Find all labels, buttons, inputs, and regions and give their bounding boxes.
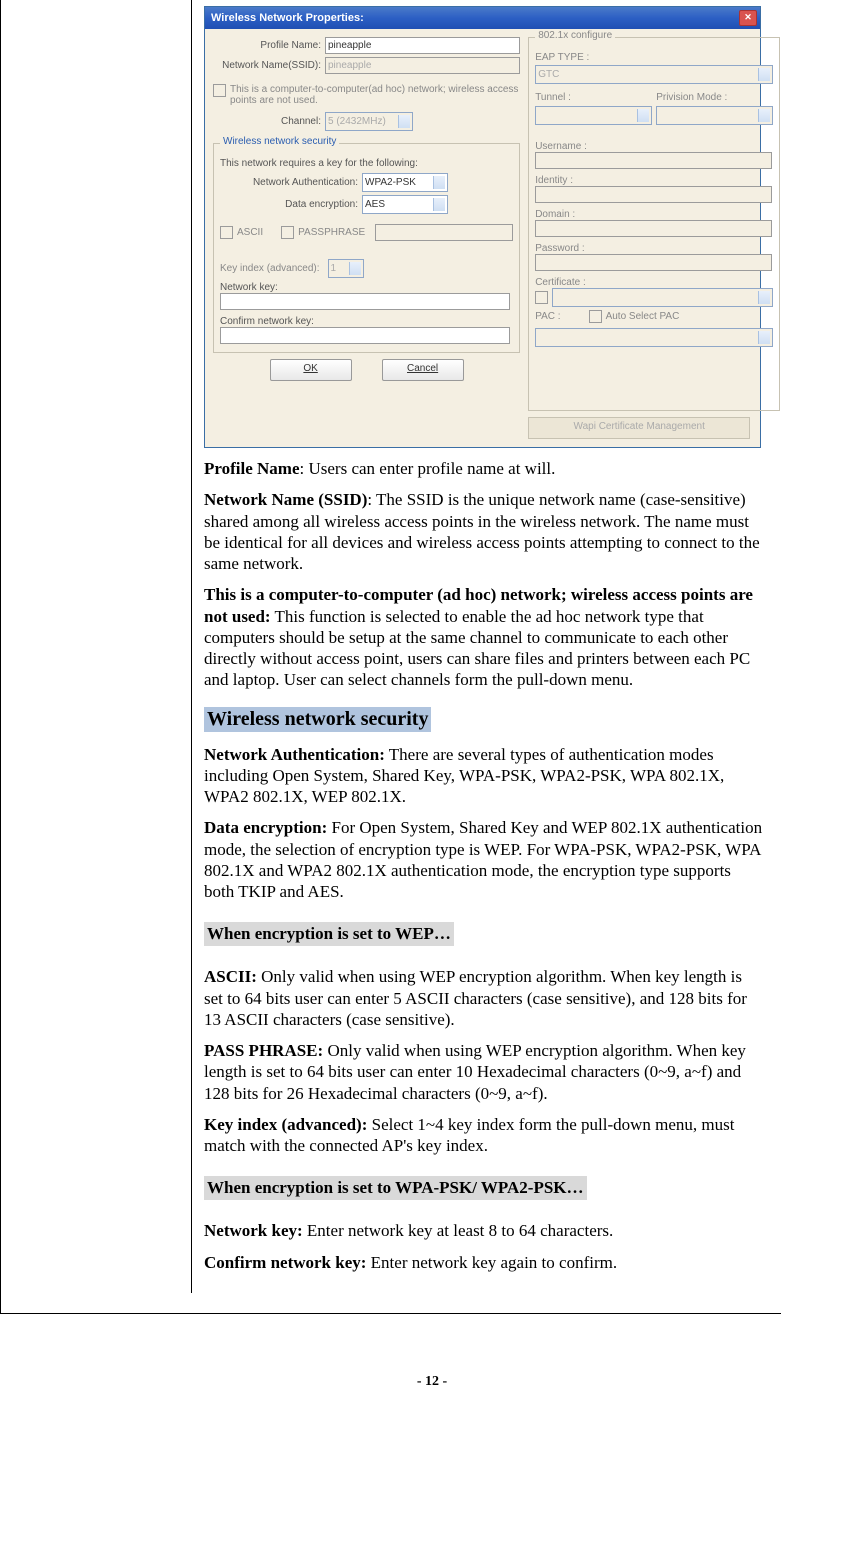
security-group: Wireless network security This network r…: [213, 143, 520, 353]
bar-wpa: When encryption is set to WPA-PSK/ WPA2-…: [204, 1176, 587, 1200]
para-enc: Data encryption: For Open System, Shared…: [204, 817, 765, 902]
autopac-label: Auto Select PAC: [606, 311, 680, 322]
t6: Only valid when using WEP encryption alg…: [204, 967, 747, 1029]
ssid-label: Network Name(SSID):: [213, 60, 321, 71]
security-group-title: Wireless network security: [220, 136, 339, 147]
keyindex-select[interactable]: 1: [328, 259, 364, 278]
cert-label: Certificate :: [535, 277, 773, 288]
t1: : Users can enter profile name at will.: [300, 459, 556, 478]
tunnel-select[interactable]: [535, 106, 652, 125]
pac-select[interactable]: [535, 328, 773, 347]
b5: Data encryption:: [204, 818, 327, 837]
confirm-input[interactable]: [220, 327, 510, 344]
b1: Profile Name: [204, 459, 300, 478]
para-ssid: Network Name (SSID): The SSID is the uni…: [204, 489, 765, 574]
b10: Confirm network key:: [204, 1253, 366, 1272]
netkey-label: Network key:: [220, 282, 513, 293]
para-confirm: Confirm network key: Enter network key a…: [204, 1252, 765, 1273]
ssid-input[interactable]: [325, 57, 520, 74]
pac-label: PAC :: [535, 311, 560, 322]
left-margin: [1, 0, 192, 1293]
domain-label: Domain :: [535, 209, 773, 220]
t10: Enter network key again to confirm.: [366, 1253, 617, 1272]
security-hint: This network requires a key for the foll…: [220, 158, 513, 169]
auth-label: Network Authentication:: [220, 177, 358, 188]
eap-select[interactable]: GTC: [535, 65, 773, 84]
auth-select[interactable]: WPA2-PSK: [362, 173, 448, 192]
para-netkey: Network key: Enter network key at least …: [204, 1220, 765, 1241]
adhoc-text: This is a computer-to-computer(ad hoc) n…: [230, 84, 520, 106]
b2: Network Name (SSID): [204, 490, 367, 509]
channel-select[interactable]: 5 (2432MHz): [325, 112, 413, 131]
para-ascii: ASCII: Only valid when using WEP encrypt…: [204, 966, 765, 1030]
provision-select[interactable]: [656, 106, 773, 125]
para-profile-name: Profile Name: Users can enter profile na…: [204, 458, 765, 479]
bar-wep: When encryption is set to WEP…: [204, 922, 454, 946]
para-auth: Network Authentication: There are severa…: [204, 744, 765, 808]
password-label: Password :: [535, 243, 773, 254]
page-number: - 12 -: [0, 1374, 864, 1390]
password-input[interactable]: [535, 254, 772, 271]
tunnel-label: Tunnel :: [535, 92, 652, 103]
wapi-button[interactable]: Wapi Certificate Management: [528, 417, 750, 439]
ascii-checkbox[interactable]: [220, 226, 233, 239]
profile-name-label: Profile Name:: [213, 40, 321, 51]
domain-input[interactable]: [535, 220, 772, 237]
ascii-label: ASCII: [237, 227, 263, 238]
t3: This function is selected to enable the …: [204, 607, 750, 690]
ok-button[interactable]: OK: [270, 359, 352, 381]
enc-label: Data encryption:: [220, 199, 358, 210]
confirm-label: Confirm network key:: [220, 316, 513, 327]
8021x-group: 802.1x configure EAP TYPE : GTC Tunnel :…: [528, 37, 780, 411]
b8: Key index (advanced):: [204, 1115, 367, 1134]
profile-name-input[interactable]: [325, 37, 520, 54]
adhoc-checkbox[interactable]: [213, 84, 226, 97]
8021x-group-title: 802.1x configure: [535, 30, 615, 41]
t9: Enter network key at least 8 to 64 chara…: [303, 1221, 614, 1240]
cert-checkbox[interactable]: [535, 291, 548, 304]
netkey-input[interactable]: [220, 293, 510, 310]
b6: ASCII:: [204, 967, 257, 986]
username-label: Username :: [535, 141, 773, 152]
heading-security: Wireless network security: [204, 707, 431, 732]
keyindex-label: Key index (advanced):: [220, 263, 320, 274]
passphrase-label: PASSPHRASE: [298, 227, 365, 238]
para-keyindex: Key index (advanced): Select 1~4 key ind…: [204, 1114, 765, 1157]
passphrase-input[interactable]: [375, 224, 513, 241]
enc-select[interactable]: AES: [362, 195, 448, 214]
b4: Network Authentication:: [204, 745, 385, 764]
autopac-checkbox[interactable]: [589, 310, 602, 323]
close-icon[interactable]: ✕: [739, 10, 757, 26]
para-passphrase: PASS PHRASE: Only valid when using WEP e…: [204, 1040, 765, 1104]
b7: PASS PHRASE:: [204, 1041, 323, 1060]
identity-input[interactable]: [535, 186, 772, 203]
ok-button-label: OK: [303, 363, 317, 374]
identity-label: Identity :: [535, 175, 773, 186]
para-adhoc: This is a computer-to-computer (ad hoc) …: [204, 584, 765, 690]
passphrase-checkbox[interactable]: [281, 226, 294, 239]
username-input[interactable]: [535, 152, 772, 169]
cancel-button-label: Cancel: [407, 363, 438, 374]
titlebar[interactable]: Wireless Network Properties: ✕: [205, 7, 760, 29]
dialog-title: Wireless Network Properties:: [211, 12, 364, 24]
eap-label: EAP TYPE :: [535, 52, 773, 63]
provision-label: Privision Mode :: [656, 92, 773, 103]
b9: Network key:: [204, 1221, 303, 1240]
cert-select[interactable]: [552, 288, 773, 307]
channel-label: Channel:: [213, 116, 321, 127]
cancel-button[interactable]: Cancel: [382, 359, 464, 381]
wireless-properties-dialog: Wireless Network Properties: ✕ Profile N…: [204, 6, 761, 448]
